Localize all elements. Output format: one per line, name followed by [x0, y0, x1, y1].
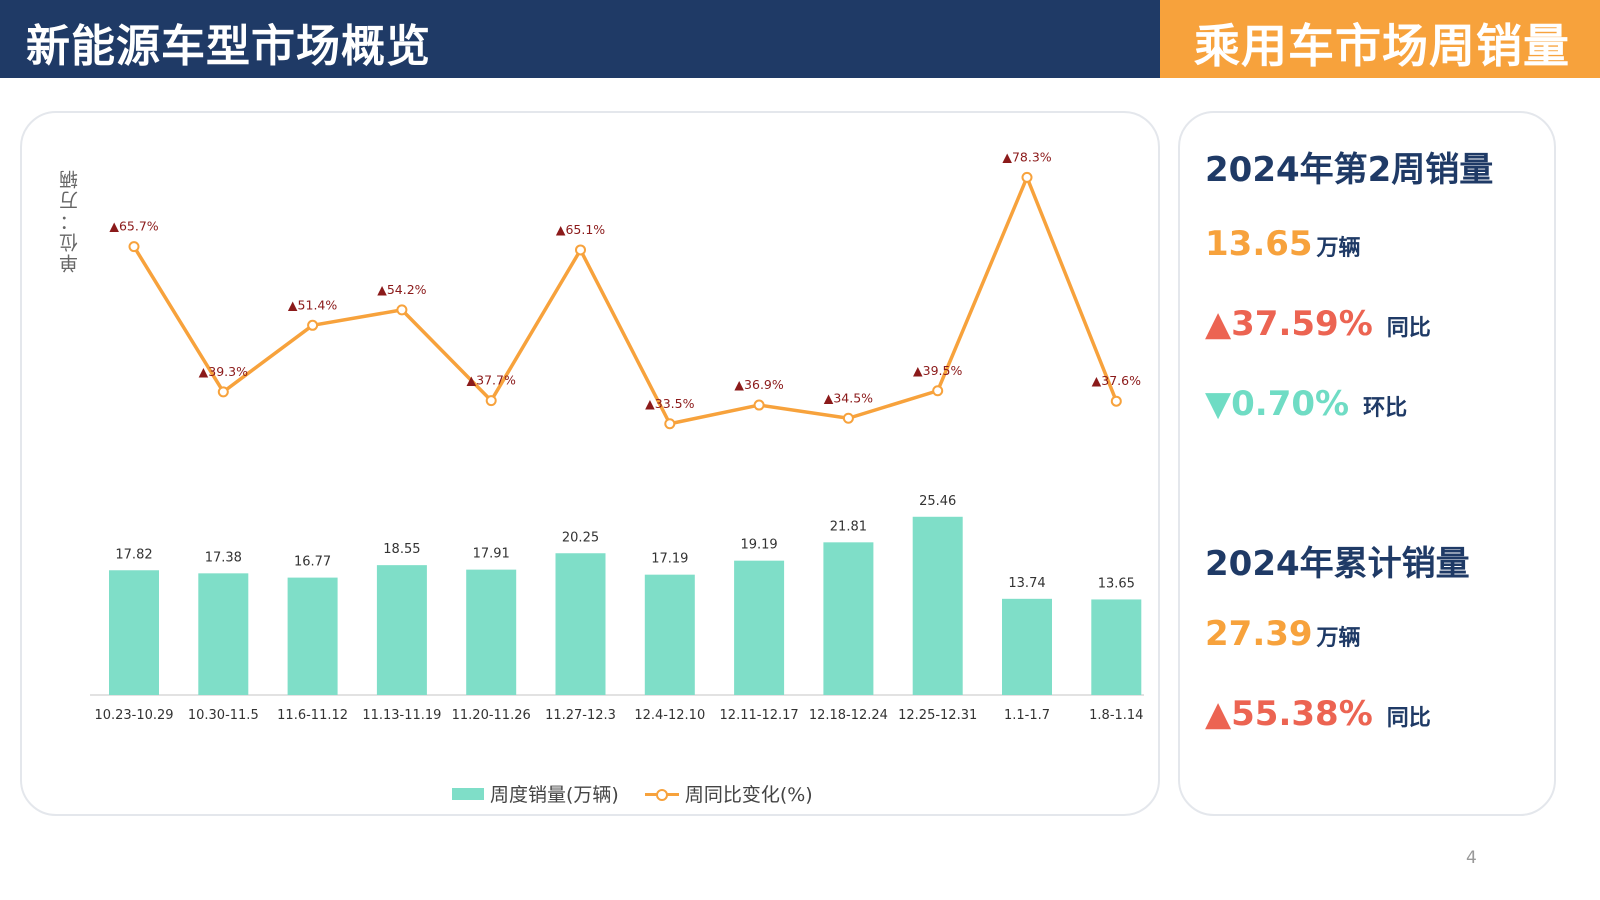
bar-0	[109, 570, 159, 695]
ytd-sales-heading: 2024年累计销量	[1205, 544, 1470, 584]
bar-3	[376, 565, 427, 695]
week-sales-heading: 2024年第2周销量	[1205, 150, 1494, 190]
yoy-point-7	[753, 399, 765, 411]
ytd-sales-value-row: 27.39 万辆	[1205, 614, 1361, 654]
yoy-point-8	[842, 412, 854, 424]
yoy-point-5	[575, 244, 586, 256]
bar-8	[823, 542, 874, 695]
yoy-label-1: ▲39.3%	[199, 364, 248, 379]
bar-9	[912, 516, 963, 695]
bar-value-label-6: 17.19	[651, 552, 688, 567]
bar-6	[644, 574, 695, 695]
bar-1	[198, 573, 249, 695]
legend-bar-label: 周度销量(万辆)	[490, 784, 619, 806]
ytd-yoy-row: ▲55.38% 同比	[1205, 694, 1431, 734]
bar-value-label-1: 17.38	[205, 550, 242, 565]
yoy-point-9	[932, 385, 944, 397]
yoy-label-9: ▲39.5%	[913, 363, 962, 378]
week-yoy-value: ▲37.59%	[1205, 304, 1373, 344]
x-tick-label-5: 11.27-12.3	[545, 708, 616, 723]
x-tick-label-3: 11.13-11.19	[362, 708, 441, 723]
yoy-point-1	[217, 386, 229, 398]
legend-bar-swatch	[452, 787, 484, 800]
yoy-label-10: ▲78.3%	[1002, 149, 1051, 164]
yoy-label-2: ▲51.4%	[288, 297, 337, 312]
summary-panel	[1178, 111, 1556, 816]
bar-value-label-3: 18.55	[383, 542, 420, 557]
yoy-label-5: ▲65.1%	[556, 222, 605, 237]
legend-line-swatch	[644, 788, 679, 801]
x-tick-label-7: 12.11-12.17	[720, 708, 799, 723]
yoy-point-4	[485, 395, 497, 407]
header-left-bar: 新能源车型市场概览	[0, 0, 1160, 78]
legend-item-line: 周同比变化(%)	[644, 780, 813, 807]
week-sales-value-row: 13.65 万辆	[1205, 224, 1361, 264]
yoy-label-11: ▲37.6%	[1092, 373, 1141, 388]
bar-value-label-10: 13.74	[1008, 576, 1045, 591]
bar-4	[466, 569, 517, 695]
yoy-point-0	[128, 241, 140, 253]
ytd-yoy-tag: 同比	[1386, 706, 1431, 731]
header-right-bar: 乘用车市场周销量	[1160, 0, 1600, 78]
legend-item-bar: 周度销量(万辆)	[452, 780, 619, 807]
ytd-sales-value: 27.39	[1205, 614, 1313, 654]
week-mom-row: ▼0.70% 环比	[1205, 384, 1407, 424]
bar-10	[1002, 598, 1052, 695]
bar-value-label-9: 25.46	[919, 494, 956, 509]
yoy-label-7: ▲36.9%	[734, 377, 783, 392]
yoy-line-series	[132, 175, 1118, 426]
week-yoy-row: ▲37.59% 同比	[1205, 304, 1431, 344]
week-sales-value: 13.65	[1205, 224, 1313, 264]
bar-value-label-0: 17.82	[115, 547, 152, 562]
yoy-point-2	[307, 319, 319, 331]
bar-value-label-2: 16.77	[294, 555, 331, 570]
x-tick-label-6: 12.4-12.10	[634, 708, 705, 723]
x-tick-label-2: 11.6-11.12	[277, 708, 348, 723]
week-mom-tag: 环比	[1363, 396, 1408, 421]
x-tick-label-4: 11.20-11.26	[452, 708, 531, 723]
yoy-label-8: ▲34.5%	[824, 390, 873, 405]
section-title: 乘用车市场周销量	[1194, 19, 1570, 73]
bar-7	[734, 560, 785, 695]
bar-11	[1091, 599, 1142, 695]
yoy-point-10	[1021, 171, 1033, 183]
bar-value-label-11: 13.65	[1098, 576, 1135, 591]
yoy-label-4: ▲37.7%	[467, 373, 516, 388]
week-yoy-tag: 同比	[1386, 316, 1431, 341]
ytd-sales-unit: 万辆	[1316, 626, 1361, 651]
yoy-label-3: ▲54.2%	[377, 282, 426, 297]
bar-value-label-5: 20.25	[562, 530, 599, 545]
yoy-point-11	[1110, 395, 1122, 407]
x-tick-label-10: 1.1-1.7	[1004, 708, 1050, 723]
yoy-label-6: ▲33.5%	[645, 396, 694, 411]
yoy-point-6	[664, 418, 676, 430]
yoy-point-3	[396, 304, 408, 316]
chart-panel	[20, 111, 1160, 816]
x-tick-label-8: 12.18-12.24	[809, 708, 888, 723]
legend-line-label: 周同比变化(%)	[684, 784, 813, 806]
bar-value-label-4: 17.91	[473, 547, 510, 562]
x-tick-label-1: 10.30-11.5	[188, 708, 259, 723]
bar-2	[287, 577, 338, 695]
page-number: 4	[1466, 848, 1477, 868]
bar-5	[555, 553, 606, 695]
yoy-label-0: ▲65.7%	[109, 219, 158, 234]
bar-value-label-8: 21.81	[830, 519, 867, 534]
ytd-yoy-value: ▲55.38%	[1205, 694, 1373, 734]
week-mom-value: ▼0.70%	[1205, 384, 1350, 424]
chart-legend: 周度销量(万辆) 周同比变化(%)	[452, 780, 813, 807]
x-tick-label-9: 12.25-12.31	[898, 708, 977, 723]
week-sales-unit: 万辆	[1316, 236, 1361, 261]
x-tick-label-0: 10.23-10.29	[94, 708, 173, 723]
x-tick-label-11: 1.8-1.14	[1089, 708, 1143, 723]
bar-value-label-7: 19.19	[740, 538, 777, 553]
page-title: 新能源车型市场概览	[26, 21, 431, 72]
